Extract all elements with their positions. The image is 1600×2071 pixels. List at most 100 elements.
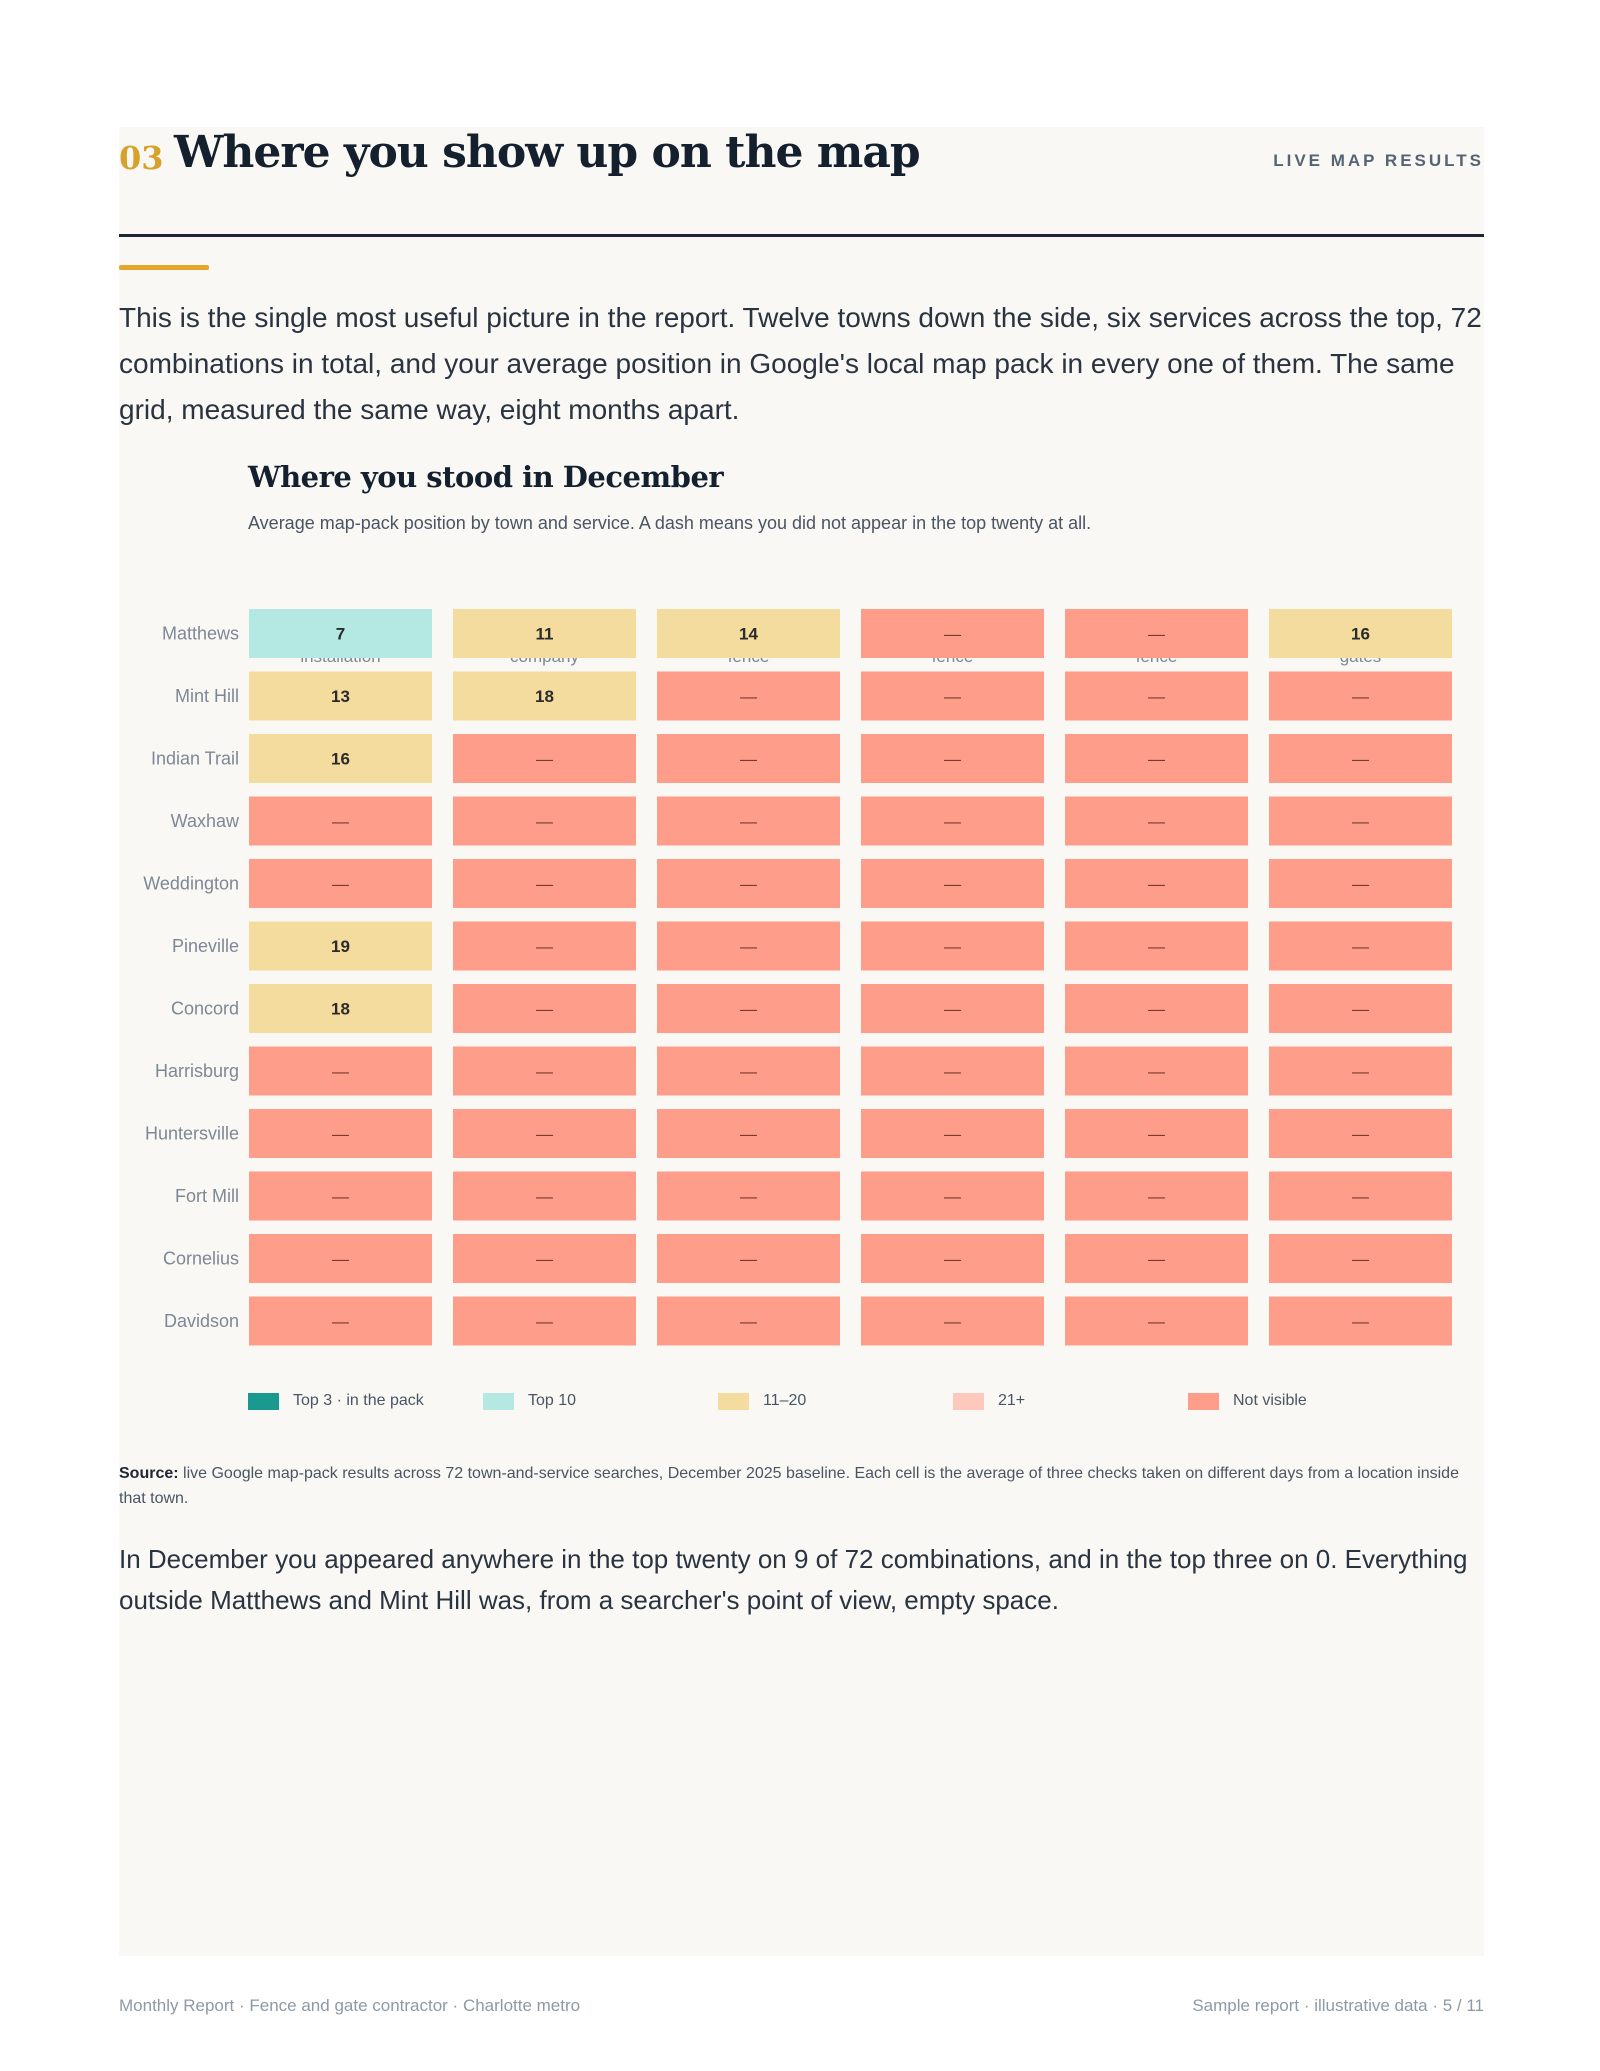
cell-value: — (332, 1250, 349, 1269)
cell-value: — (1148, 1125, 1165, 1144)
section-header: 03 Where you show up on the map LIVE MAP… (119, 127, 1484, 237)
heatmap-cell (861, 1296, 1044, 1346)
heatmap-cell (453, 1296, 636, 1346)
heatmap-cell (1269, 1171, 1452, 1221)
heatmap-cell (861, 921, 1044, 971)
heatmap-cell (657, 859, 840, 908)
footer-right: Sample report · illustrative data · 5 / … (1192, 1996, 1484, 2015)
heatmap-cell (453, 671, 636, 721)
heatmap-cell (1065, 1046, 1248, 1096)
cell-value: 19 (331, 937, 350, 956)
cell-value: — (740, 687, 757, 706)
section-number: 03 (119, 139, 164, 177)
cell-value: — (536, 812, 553, 831)
heatmap-cell (657, 796, 840, 846)
heatmap-cell (1065, 1171, 1248, 1221)
cell-value: 13 (331, 687, 350, 706)
heatmap-cell (1269, 921, 1452, 971)
cell-value: 16 (1351, 625, 1370, 644)
row-label: Pineville (172, 936, 239, 956)
heatmap-cell (1065, 671, 1248, 721)
heatmap-cell (861, 734, 1044, 783)
cell-value: — (944, 750, 961, 769)
heatmap-chart: FenceinstallationFencecompanyVinylfenceA… (143, 609, 1452, 1346)
heatmap-cell (861, 671, 1044, 721)
heatmap-cell (861, 609, 1044, 658)
legend-item: 21+ (953, 1389, 1025, 1413)
heatmap-cell (249, 734, 432, 783)
cell-value: — (740, 1125, 757, 1144)
heatmap-cell (453, 1171, 636, 1221)
heatmap-cell (1269, 796, 1452, 846)
cell-value: 18 (331, 1000, 350, 1019)
intro-paragraph: This is the single most useful picture i… (119, 302, 1482, 425)
cell-value: — (1148, 1312, 1165, 1331)
section-kicker: LIVE MAP RESULTS (1273, 151, 1484, 170)
heatmap-cell (249, 671, 432, 721)
row-label: Mint Hill (175, 686, 239, 706)
source-note: Source: live Google map-pack results acr… (119, 1461, 1484, 1511)
legend-label: Not visible (1233, 1392, 1307, 1409)
cell-value: — (1148, 1187, 1165, 1206)
heatmap-cell (249, 1171, 432, 1221)
cell-value: — (944, 1250, 961, 1269)
cell-value: — (1352, 1125, 1369, 1144)
legend-label: Top 10 (528, 1392, 577, 1409)
heatmap-cell (1269, 984, 1452, 1033)
heatmap-cell (453, 921, 636, 971)
legend-swatch (718, 1392, 749, 1410)
cell-value: — (1148, 1062, 1165, 1081)
cell-value: 14 (739, 625, 758, 644)
cell-value: — (1148, 812, 1165, 831)
heatmap-cell (453, 1109, 636, 1158)
cell-value: — (1148, 750, 1165, 769)
heatmap-cell (249, 984, 432, 1033)
cell-value: 7 (336, 625, 345, 644)
heatmap-cell (861, 859, 1044, 908)
legend-item: 11–20 (718, 1389, 806, 1413)
heatmap-cell (657, 1046, 840, 1096)
cell-value: 11 (536, 625, 554, 644)
cell-value: — (1352, 1000, 1369, 1019)
heatmap-cell (861, 796, 1044, 846)
cell-value: — (332, 875, 349, 894)
cell-value: — (944, 937, 961, 956)
heatmap-cell (453, 859, 636, 908)
cell-value: — (1352, 812, 1369, 831)
legend-item: Top 3 · in the pack (248, 1389, 424, 1413)
heatmap-cell (1269, 1234, 1452, 1283)
heatmap-cell (249, 1296, 432, 1346)
legend-label: 11–20 (763, 1392, 807, 1409)
cell-value: — (740, 1187, 757, 1206)
cell-value: — (740, 1062, 757, 1081)
cell-value: — (740, 1312, 757, 1331)
heatmap-cell (657, 1234, 840, 1283)
cell-value: — (536, 750, 553, 769)
heatmap-cell (1269, 671, 1452, 721)
cell-value: — (1148, 937, 1165, 956)
heatmap-cell (1269, 734, 1452, 783)
source-label: Source: (119, 1465, 179, 1482)
legend-swatch (248, 1392, 279, 1410)
heatmap-cell (657, 984, 840, 1033)
heatmap-cell (1065, 921, 1248, 971)
cell-value: — (740, 750, 757, 769)
heatmap-cell (249, 859, 432, 908)
cell-value: — (1148, 875, 1165, 894)
heatmap-cell (1269, 1046, 1452, 1096)
cell-value: — (536, 1125, 553, 1144)
heatmap-cell (1065, 859, 1248, 908)
cell-value: — (1148, 1250, 1165, 1269)
cell-value: — (944, 1312, 961, 1331)
cell-value: — (1352, 687, 1369, 706)
cell-value: — (1352, 750, 1369, 769)
conclusion-paragraph: In December you appeared anywhere in the… (119, 1544, 1468, 1615)
heatmap-cell (1269, 1296, 1452, 1346)
row-label: Huntersville (145, 1124, 239, 1144)
cell-value: 16 (331, 750, 350, 769)
row-label: Indian Trail (151, 749, 239, 769)
report-page: 03 Where you show up on the map LIVE MAP… (119, 127, 1484, 1956)
cell-value: — (740, 937, 757, 956)
cell-value: — (332, 812, 349, 831)
heatmap-cell (861, 1046, 1044, 1096)
